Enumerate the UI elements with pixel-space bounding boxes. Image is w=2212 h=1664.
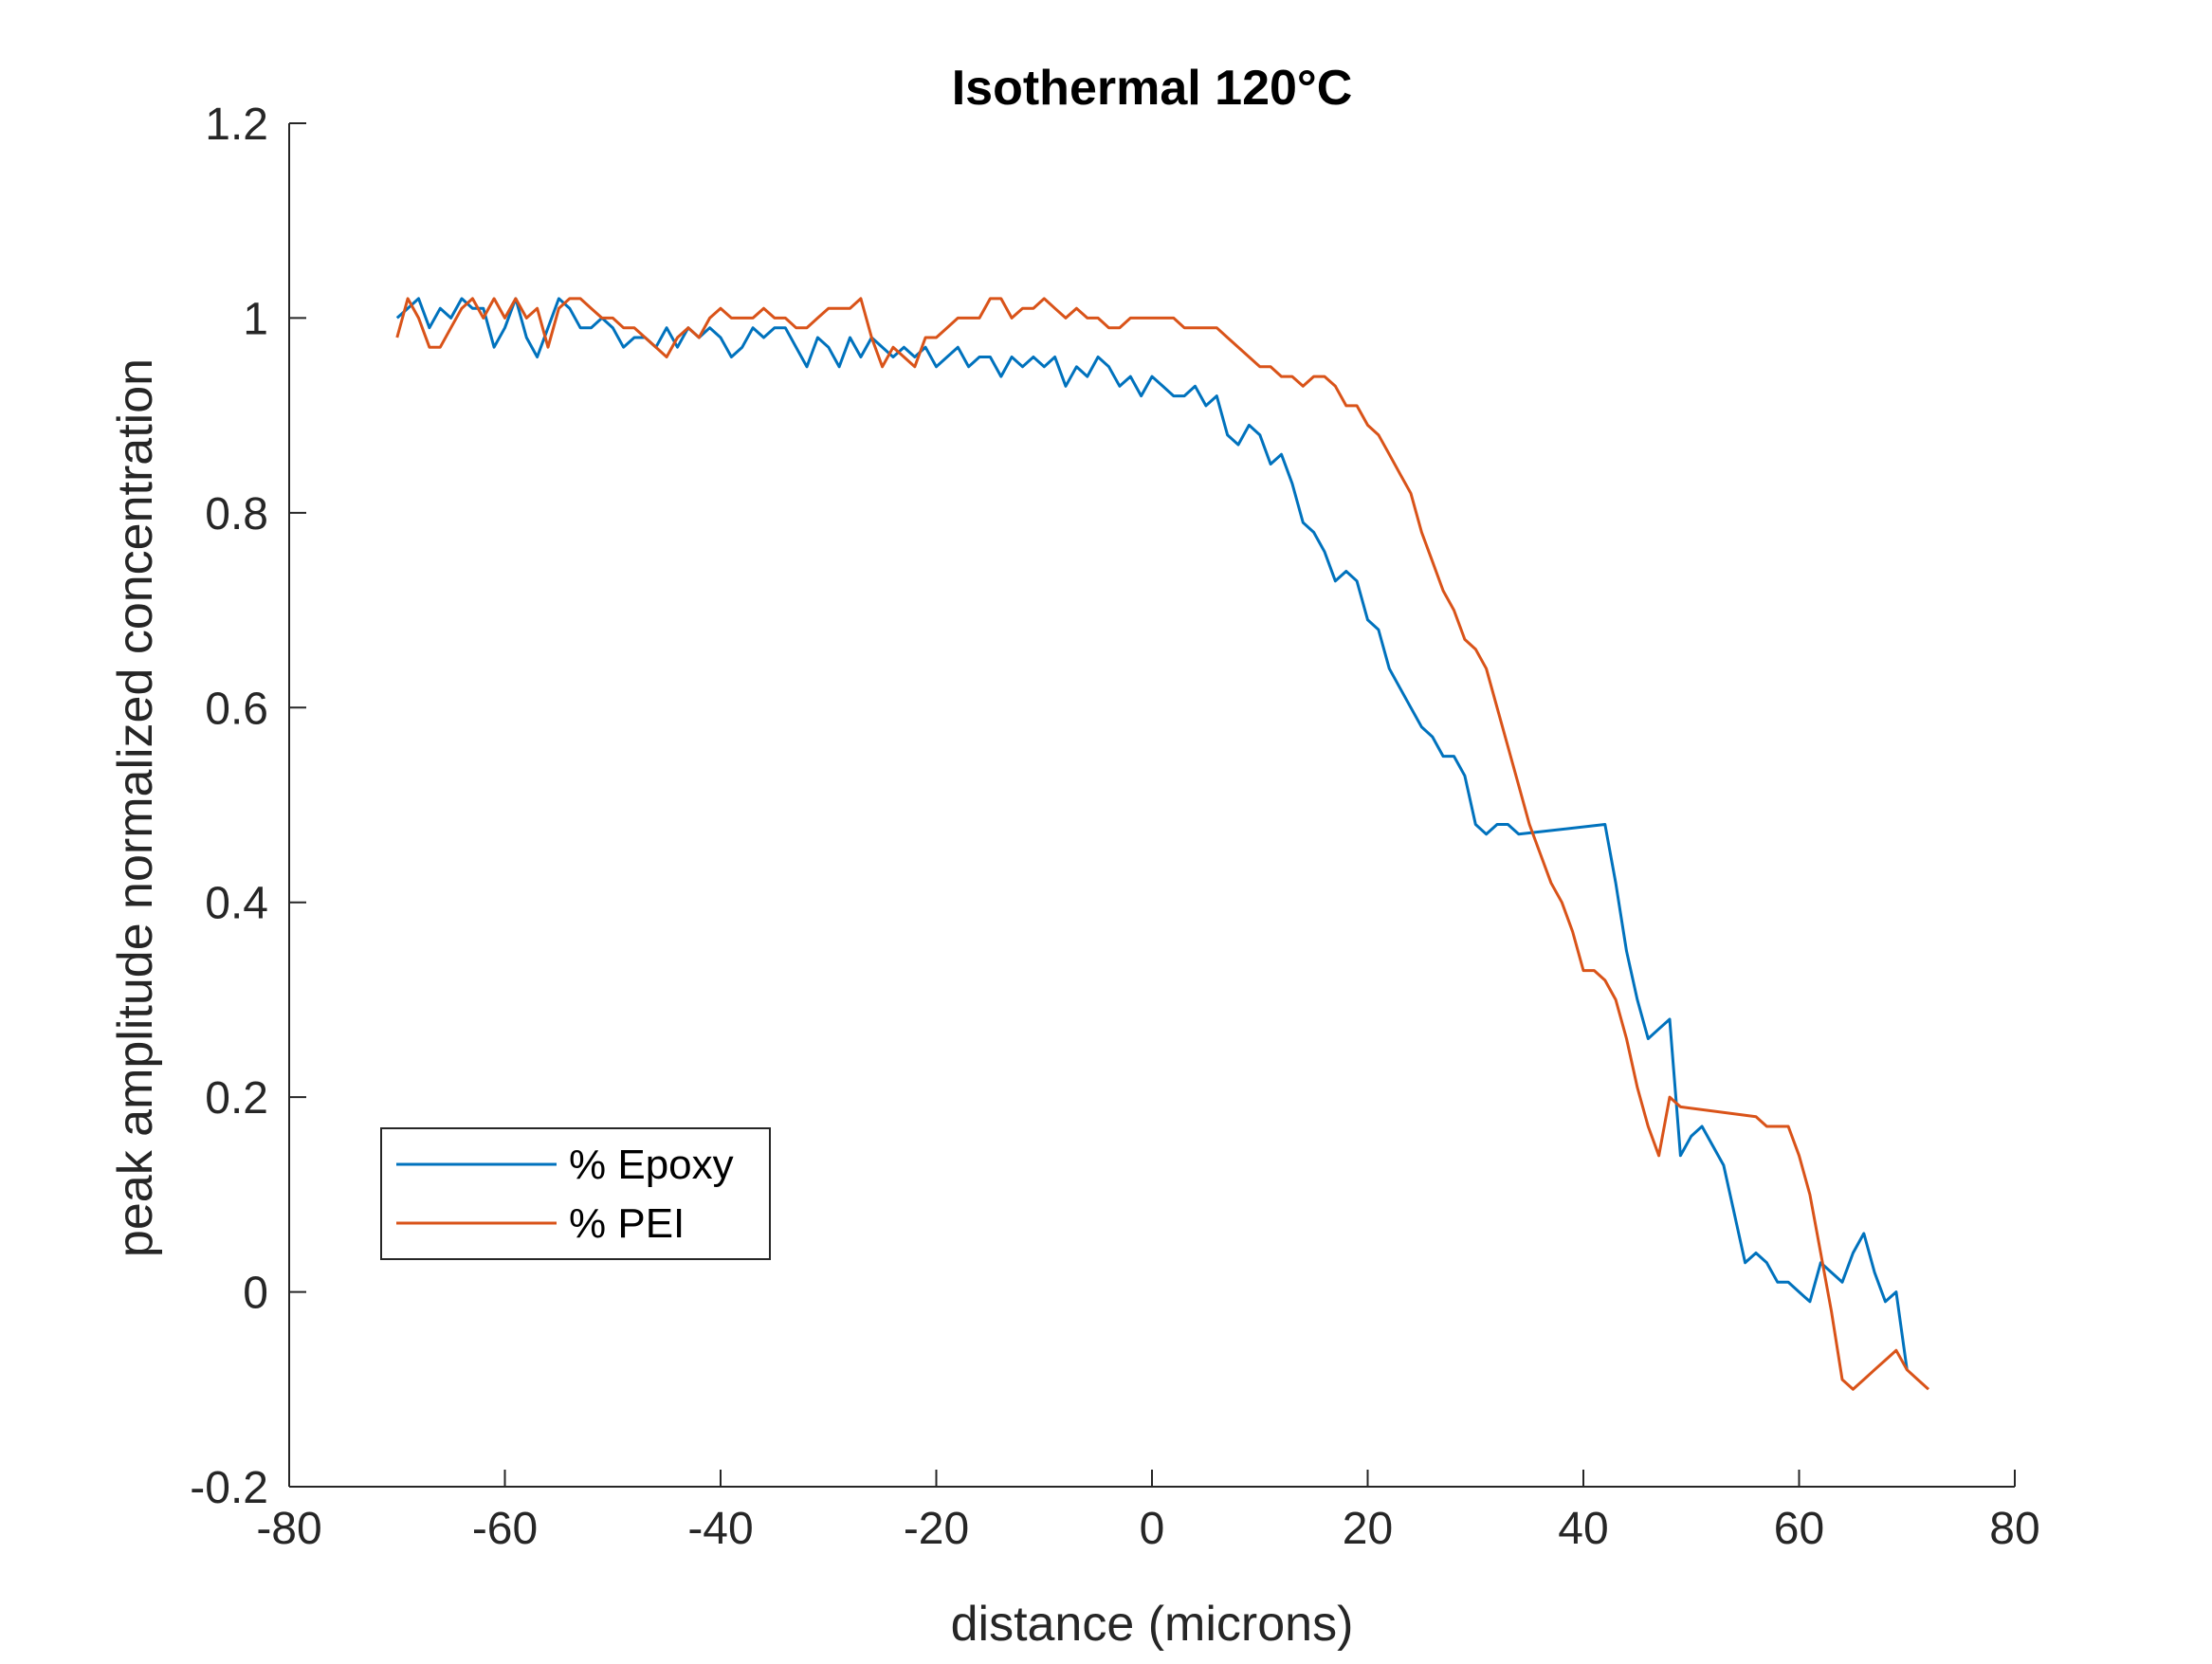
x-tick-label: 40 [1558, 1504, 1608, 1554]
legend-label-pei: % PEI [569, 1200, 685, 1247]
x-axis-label: distance (microns) [951, 1597, 1354, 1652]
x-axis-ticks: -80 -60 -40 -20 0 20 40 60 80 [256, 1470, 2040, 1554]
legend-box [380, 1127, 771, 1260]
x-tick-label: 80 [1989, 1504, 2039, 1554]
y-tick-label: 1.2 [205, 100, 268, 150]
x-tick-label: 20 [1343, 1504, 1393, 1554]
y-tick-label: 0.4 [205, 879, 268, 929]
legend: % Epoxy % PEI [380, 1127, 771, 1260]
series-line-pei [395, 297, 1930, 1391]
series-layer [395, 297, 1930, 1391]
x-tick-label: -40 [687, 1504, 753, 1554]
y-tick-label: 1 [243, 294, 268, 344]
series-line-epoxy [395, 297, 1909, 1370]
chart-title: Isothermal 120°C [952, 61, 1353, 116]
y-tick-label: 0.6 [205, 684, 268, 734]
x-tick-label: -60 [472, 1504, 538, 1554]
legend-label-epoxy: % Epoxy [569, 1142, 734, 1188]
y-tick-label: 0.2 [205, 1073, 268, 1124]
x-tick-label: -80 [256, 1504, 321, 1554]
y-tick-label: 0.8 [205, 489, 268, 539]
x-tick-label: 60 [1774, 1504, 1824, 1554]
x-tick-label: -20 [904, 1504, 969, 1554]
y-axis-label: peak amplitude normalized concentration [108, 358, 163, 1257]
x-tick-label: 0 [1140, 1504, 1165, 1554]
y-axis-ticks: -0.2 0 0.2 0.4 0.6 0.8 1 1.2 [190, 100, 306, 1513]
y-tick-label: 0 [243, 1269, 268, 1319]
y-tick-label: -0.2 [190, 1463, 268, 1513]
